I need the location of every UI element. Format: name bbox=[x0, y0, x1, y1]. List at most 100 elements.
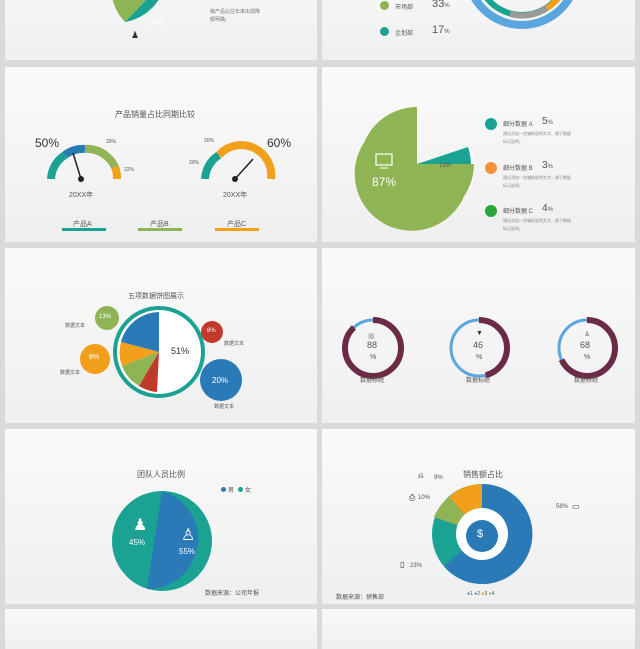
ring-2-label: 数据标题 bbox=[466, 378, 491, 384]
slide-6: 团队人员比例 男 女 ♟ 45% ♙ 55% 数据来源：公司年报 bbox=[5, 429, 317, 604]
male-icon: ♙ bbox=[181, 527, 196, 544]
legend-female: 女 bbox=[245, 488, 252, 494]
gauge-right-tick-2: 20% bbox=[189, 160, 200, 166]
ring-progress-2 bbox=[448, 317, 510, 379]
ring-progress-1 bbox=[342, 317, 404, 379]
gauge-left-tick-2: 22% bbox=[124, 167, 135, 173]
cash-icon: ⎌ bbox=[418, 473, 424, 480]
slide7-source: 数据来源：销售部 bbox=[336, 595, 385, 601]
slide4-center: 51% bbox=[171, 346, 190, 356]
slide-2: 产品销量占比同期比较 50% 33% 22% 20XX年 60% 20% 20%… bbox=[5, 67, 317, 242]
item-a-desc2: 标记说明。 bbox=[503, 139, 523, 144]
female-icon: ♟ bbox=[133, 517, 148, 534]
slide7-title: 销售额占比 bbox=[463, 470, 503, 479]
pie-slice-green bbox=[112, 0, 146, 22]
slide6-source: 数据来源：公司年报 bbox=[205, 591, 260, 597]
item-a-desc1: 建议添加一些辅助说明文字，便于数据 bbox=[503, 131, 571, 136]
male-pct: 55% bbox=[179, 547, 196, 556]
item-b-desc1: 建议添加一些辅助说明文字，便于数据 bbox=[503, 175, 571, 180]
bubble-2-pct: 8% bbox=[89, 354, 100, 361]
gauge-left bbox=[47, 144, 122, 182]
female-pct: 45% bbox=[129, 538, 146, 547]
gauge-right-tick-1: 20% bbox=[204, 138, 215, 144]
slide7-pct-1: 9% bbox=[434, 475, 443, 481]
slide-9 bbox=[322, 609, 635, 649]
slide1-desc-1: 稿产品比往年率出现降 bbox=[210, 9, 261, 15]
item-c-desc2: 标记说明。 bbox=[503, 226, 523, 231]
slide7-pct-3: 58% bbox=[556, 504, 569, 510]
legend-value-1: 33% bbox=[432, 0, 450, 10]
slide3-pie bbox=[354, 107, 475, 231]
mobile-icon: ▯ bbox=[400, 560, 405, 569]
item-c-value: 4% bbox=[542, 203, 553, 214]
slide-1b: 市场部 33% 企划部 17% bbox=[322, 0, 635, 60]
ring-1-value: 88 bbox=[367, 340, 378, 350]
slide-7: 销售额占比 $ ⎌ 9% ⎙ 10% ▭ 58% ▯ 23% 数据来源：销售部 … bbox=[322, 429, 635, 604]
legend-1: 1 bbox=[470, 591, 473, 597]
item-a-value: 5% bbox=[542, 116, 553, 127]
legend-value-2: 17% bbox=[432, 24, 450, 36]
slide6-title: 团队人员比例 bbox=[137, 470, 185, 479]
product-c-bar bbox=[215, 228, 259, 231]
gauge-left-big: 50% bbox=[35, 136, 60, 150]
bubble-1-label: 数据文本 bbox=[65, 323, 86, 329]
person-icon: ♟ bbox=[131, 30, 140, 40]
item-b-value: 3% bbox=[542, 160, 553, 171]
ring-3-label: 数据标题 bbox=[574, 378, 599, 384]
legend-male: 男 bbox=[228, 488, 235, 494]
slide6-pie bbox=[112, 491, 212, 591]
item-c-icon bbox=[485, 205, 497, 217]
gauge-left-label: 20XX年 bbox=[69, 192, 94, 199]
slide3-big-pct: 87% bbox=[372, 175, 397, 189]
bubble-3-label: 数据文本 bbox=[224, 341, 245, 347]
slide-5: ▩ 88 % 数据标题 ▼ 46 % 数据标题 ♟ 68 % 数据标题 bbox=[322, 248, 635, 423]
legend-dot-2 bbox=[380, 27, 389, 36]
bubble-2-label: 数据文本 bbox=[60, 370, 81, 376]
pie-label-20: 20% bbox=[150, 20, 165, 27]
item-b-name: 细分数据 B bbox=[503, 166, 533, 172]
slide-1: 20% ♟ 稿产品比往年率出现降 额明确。 bbox=[5, 0, 317, 60]
slide-3: 87% 13% 细分数据 A 5% 建议添加一些辅助说明文字，便于数据 标记说明… bbox=[322, 67, 635, 242]
pie-slice-teal bbox=[125, 0, 159, 22]
ring-1-label: 数据标题 bbox=[360, 378, 385, 384]
product-b-bar bbox=[138, 228, 182, 231]
slide-4: 五项数据饼图展示 51% 13% 数据文本 8% 数据文本 8% 数据文本 20… bbox=[5, 248, 317, 423]
slide4-pie bbox=[80, 306, 242, 401]
legend-3: 3 bbox=[484, 591, 488, 597]
item-c-name: 细分数据 C bbox=[503, 209, 534, 215]
ring-2-icon: ▼ bbox=[476, 330, 483, 337]
product-b: 产品B bbox=[150, 221, 169, 228]
gauge-right bbox=[201, 141, 276, 182]
item-b-icon bbox=[485, 162, 497, 174]
item-c-desc1: 建议添加一些辅助说明文字，便于数据 bbox=[503, 218, 571, 223]
ring-2-unit: % bbox=[476, 354, 483, 361]
slide-8 bbox=[5, 609, 317, 649]
money-bag-icon: $ bbox=[477, 528, 484, 540]
legend-2: 2 bbox=[477, 591, 481, 597]
slide2-title: 产品销量占比同期比较 bbox=[115, 110, 195, 119]
legend-name-2: 企划部 bbox=[395, 31, 414, 37]
product-a-bar bbox=[62, 228, 106, 231]
phone-icon: ⎙ bbox=[409, 493, 416, 502]
gauge-right-label: 20XX年 bbox=[223, 192, 248, 199]
item-b-desc2: 标记说明。 bbox=[503, 183, 523, 188]
legend-female-dot bbox=[238, 487, 243, 492]
item-a-name: 细分数据 A bbox=[503, 122, 533, 128]
legend-male-dot bbox=[221, 487, 226, 492]
slide7-legend: ●1 ●2 ●3 ●4 bbox=[467, 591, 495, 597]
ring-3-unit: % bbox=[584, 354, 591, 361]
product-c: 产品C bbox=[227, 221, 247, 228]
ring-2-value: 46 bbox=[473, 340, 484, 350]
slide7-donut bbox=[432, 483, 533, 584]
ring-1-unit: % bbox=[370, 354, 377, 361]
item-a-icon bbox=[485, 118, 497, 130]
slide7-pct-2: 10% bbox=[418, 495, 431, 501]
bubble-4-pct: 20% bbox=[212, 376, 229, 385]
legend-name-1: 市场部 bbox=[395, 5, 414, 11]
slide1b-rings bbox=[471, 0, 573, 29]
monitor-icon: ▭ bbox=[572, 502, 580, 511]
slide3-small-pct: 13% bbox=[439, 163, 452, 169]
legend-dot-1 bbox=[380, 1, 389, 10]
ring-1-icon: ▩ bbox=[368, 333, 375, 340]
gauge-left-tick-1: 33% bbox=[106, 139, 117, 145]
